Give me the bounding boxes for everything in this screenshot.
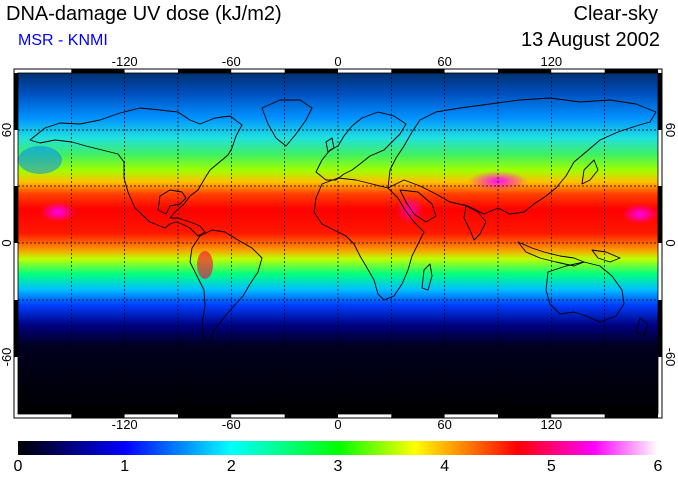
africa-coast <box>313 177 425 301</box>
europe-coast <box>315 111 407 181</box>
lon-tick-top: 0 <box>334 54 341 69</box>
hotspot-pacific-west <box>40 202 76 222</box>
hotspot-pacific-east <box>622 204 658 224</box>
lat-tick-right: -60 <box>663 348 678 367</box>
lon-tick-bottom: -120 <box>112 417 138 432</box>
date-label: 13 August 2002 <box>520 29 660 51</box>
colorbar-label: 4 <box>440 458 450 475</box>
arabia-coast <box>399 189 437 223</box>
hotspot-arabia <box>396 196 424 224</box>
australia-coast <box>545 261 625 323</box>
lat-lon-grid <box>18 73 658 414</box>
colorbar-label: 0 <box>13 458 23 475</box>
source-label: MSR - KNMI <box>18 32 108 49</box>
map-frame <box>14 69 662 418</box>
north-america-coast <box>29 107 243 237</box>
japan-coast <box>581 159 599 185</box>
lon-tick-bottom: 0 <box>334 417 341 432</box>
lat-tick-left: 60 <box>0 123 14 137</box>
asia-coast <box>387 97 657 215</box>
gulf-coast <box>157 189 187 215</box>
colorbar-label: 3 <box>333 458 343 475</box>
map-title: DNA-damage UV dose (kJ/m2) <box>6 3 282 25</box>
uk-coast <box>325 137 335 153</box>
colorbar-label: 1 <box>120 458 130 475</box>
map-border <box>13 68 663 419</box>
lat-tick-right: 60 <box>663 123 678 137</box>
lon-tick-bottom: 120 <box>540 417 562 432</box>
lat-tick-right: 0 <box>663 239 678 246</box>
hotspot-andes <box>197 251 213 279</box>
madagascar-coast <box>421 263 433 291</box>
colorbar <box>18 441 658 455</box>
colorbar-label: 2 <box>226 458 236 475</box>
lon-tick-top: 60 <box>437 54 451 69</box>
greenland-coast <box>261 99 313 147</box>
colorbar-label: 5 <box>546 458 556 475</box>
lat-tick-left: 0 <box>0 239 14 246</box>
new-guinea-coast <box>591 249 621 263</box>
sky-condition-label: Clear-sky <box>573 3 658 25</box>
lon-tick-top: 120 <box>540 54 562 69</box>
map-inner-border <box>17 72 659 415</box>
lon-tick-bottom: 60 <box>437 417 451 432</box>
lon-tick-bottom: -60 <box>222 417 241 432</box>
new-zealand-coast <box>635 317 649 337</box>
cooler-patch-gulf <box>18 146 62 174</box>
lat-tick-left: -60 <box>0 348 14 367</box>
lon-tick-top: -120 <box>112 54 138 69</box>
colorbar-label: 6 <box>653 458 663 475</box>
lon-tick-top: -60 <box>222 54 241 69</box>
india-coast <box>463 205 487 241</box>
